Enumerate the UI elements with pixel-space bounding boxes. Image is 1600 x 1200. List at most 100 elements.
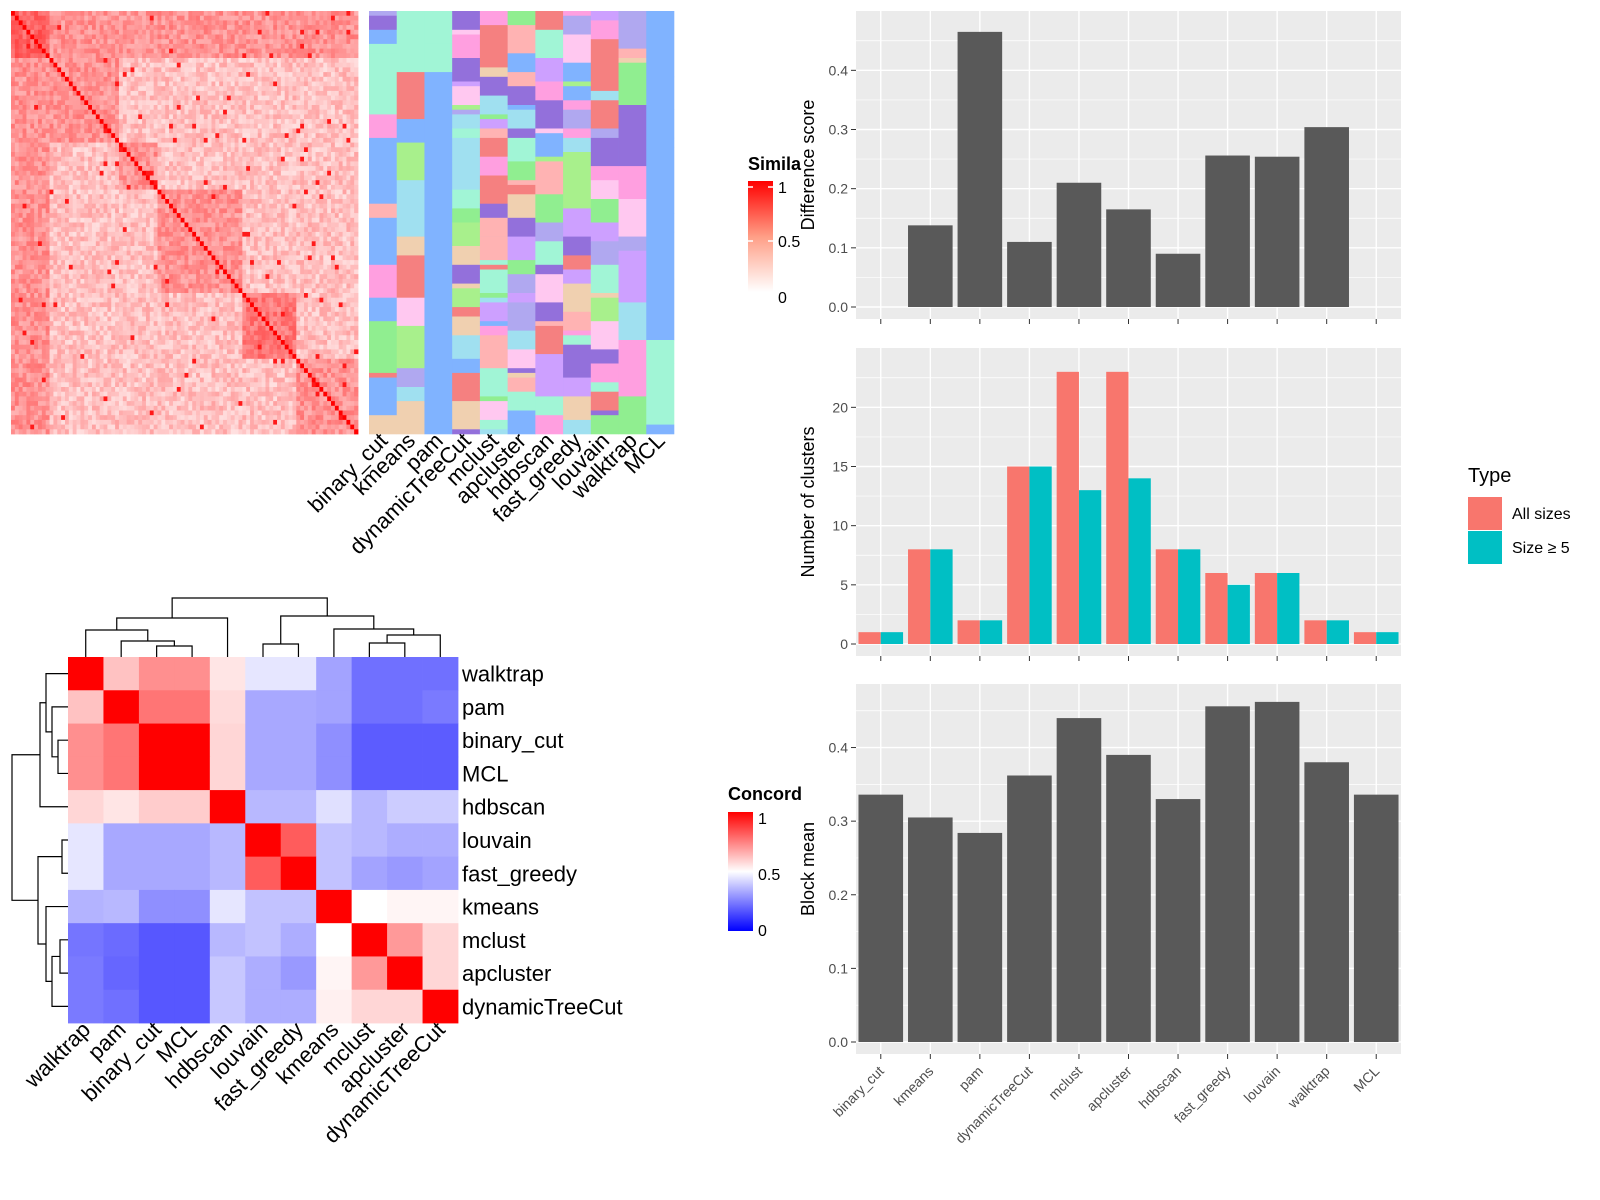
similarity-cell (192, 264, 197, 270)
similarity-cell (95, 29, 101, 35)
similarity-cell (45, 119, 50, 125)
similarity-cell (145, 43, 151, 49)
similarity-cell (280, 170, 286, 176)
similarity-cell (261, 194, 266, 200)
similarity-cell (315, 217, 320, 223)
similarity-cell (11, 264, 16, 270)
similarity-cell (41, 166, 47, 172)
similarity-cell (126, 231, 131, 237)
similarity-cell (45, 11, 50, 17)
similarity-cell (61, 175, 66, 181)
similarity-cell (226, 86, 232, 92)
similarity-cell (223, 208, 228, 214)
similarity-cell (354, 213, 359, 219)
similarity-cell (142, 90, 147, 96)
similarity-cell (307, 137, 313, 143)
similarity-cell (76, 114, 81, 120)
similarity-cell (91, 227, 97, 233)
similarity-cell (53, 255, 58, 261)
similarity-cell (64, 222, 70, 228)
similarity-cell (41, 67, 47, 73)
similarity-cell (172, 180, 178, 186)
similarity-cell (34, 20, 39, 26)
similarity-cell (111, 189, 116, 195)
similarity-cell (319, 11, 324, 17)
similarity-cell (230, 67, 236, 73)
similarity-cell (327, 199, 332, 205)
similarity-cell (246, 241, 251, 247)
similarity-cell (88, 119, 93, 125)
similarity-cell (145, 189, 151, 195)
similarity-cell (130, 170, 135, 176)
similarity-cell (311, 81, 316, 87)
similarity-cell (219, 264, 224, 270)
similarity-cell (261, 133, 266, 139)
similarity-cell (84, 147, 89, 153)
similarity-cell (192, 114, 197, 120)
similarity-cell (288, 213, 293, 219)
similarity-cell (80, 255, 85, 261)
similarity-cell (68, 43, 74, 49)
similarity-cell (211, 105, 216, 111)
similarity-cell (199, 11, 205, 17)
similarity-cell (334, 76, 340, 82)
similarity-cell (188, 114, 193, 120)
similarity-cell (180, 194, 185, 200)
similarity-cell (172, 43, 178, 49)
similarity-cell (354, 34, 359, 40)
similarity-cell (107, 20, 112, 26)
similarity-cell (64, 53, 70, 59)
similarity-cell (323, 217, 328, 223)
similarity-cell (22, 231, 27, 237)
similarity-cell (250, 137, 255, 143)
similarity-cell (327, 260, 332, 266)
similarity-cell (307, 217, 313, 223)
similarity-cell (26, 62, 31, 68)
similarity-cell (338, 100, 343, 106)
similarity-cell (203, 128, 209, 134)
similarity-cell (269, 43, 274, 49)
similarity-cell (165, 260, 170, 266)
similarity-cell (230, 227, 236, 233)
similarity-cell (22, 152, 27, 158)
similarity-cell (26, 246, 31, 252)
similarity-cell (280, 100, 286, 106)
similarity-cell (57, 58, 62, 64)
similarity-cell (41, 269, 47, 275)
similarity-cell (53, 72, 58, 78)
similarity-cell (111, 90, 116, 96)
similarity-cell (261, 236, 266, 242)
similarity-cell (327, 11, 332, 17)
similarity-cell (238, 203, 243, 209)
similarity-cell (242, 95, 247, 101)
similarity-cell (327, 119, 332, 125)
similarity-cell (14, 255, 20, 261)
similarity-cell (11, 62, 16, 68)
similarity-cell (277, 217, 282, 223)
similarity-cell (169, 241, 174, 247)
similarity-cell (18, 222, 23, 228)
similarity-cell (257, 20, 263, 26)
similarity-cell (292, 194, 297, 200)
similarity-cell (277, 255, 282, 261)
similarity-cell (269, 260, 274, 266)
similarity-cell (26, 76, 31, 82)
similarity-cell (145, 39, 151, 45)
similarity-cell (91, 86, 97, 92)
similarity-cell (118, 255, 124, 261)
similarity-cell (219, 194, 224, 200)
similarity-cell (72, 95, 77, 101)
similarity-cell (118, 100, 124, 106)
similarity-cell (41, 86, 47, 92)
similarity-cell (91, 231, 97, 237)
similarity-cell (215, 264, 220, 270)
similarity-cell (34, 142, 39, 148)
similarity-cell (307, 67, 313, 73)
similarity-cell (172, 81, 178, 87)
similarity-cell (342, 123, 347, 129)
similarity-cell (215, 58, 220, 64)
similarity-cell (149, 43, 155, 49)
similarity-cell (277, 264, 282, 270)
similarity-cell (153, 255, 158, 261)
similarity-cell (95, 43, 101, 49)
